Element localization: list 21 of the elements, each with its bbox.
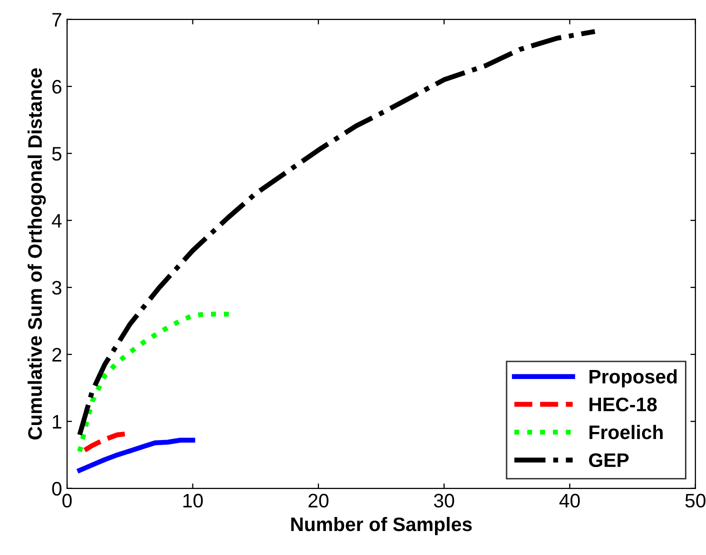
- y-tick-label: 4: [52, 214, 62, 228]
- y-tick-label: 6: [52, 80, 62, 94]
- y-tick-label: 2: [52, 348, 62, 362]
- x-axis-title: Number of Samples: [291, 516, 472, 536]
- y-tick-label: 7: [52, 13, 62, 26]
- legend-label: Proposed: [590, 369, 677, 388]
- legend-label: Froelich: [590, 424, 663, 440]
- x-tick-label: 0: [62, 494, 72, 508]
- x-tick-label: 10: [183, 494, 203, 508]
- x-tick-label: 30: [434, 494, 454, 508]
- y-tick-label: 5: [52, 147, 62, 161]
- line-series: [77, 438, 196, 473]
- x-tick-label: 40: [559, 494, 580, 508]
- x-tick-label: 50: [685, 494, 706, 508]
- legend-label: HEC-18: [590, 398, 657, 412]
- y-tick-label: 1: [52, 415, 62, 428]
- y-tick-label: 3: [52, 280, 62, 295]
- x-tick-label: 20: [308, 494, 328, 508]
- y-tick-label: 0: [52, 482, 62, 496]
- legend-label: GEP: [589, 453, 629, 468]
- y-axis-title: Cumulative Sum of Orthogonal Distance: [28, 68, 46, 440]
